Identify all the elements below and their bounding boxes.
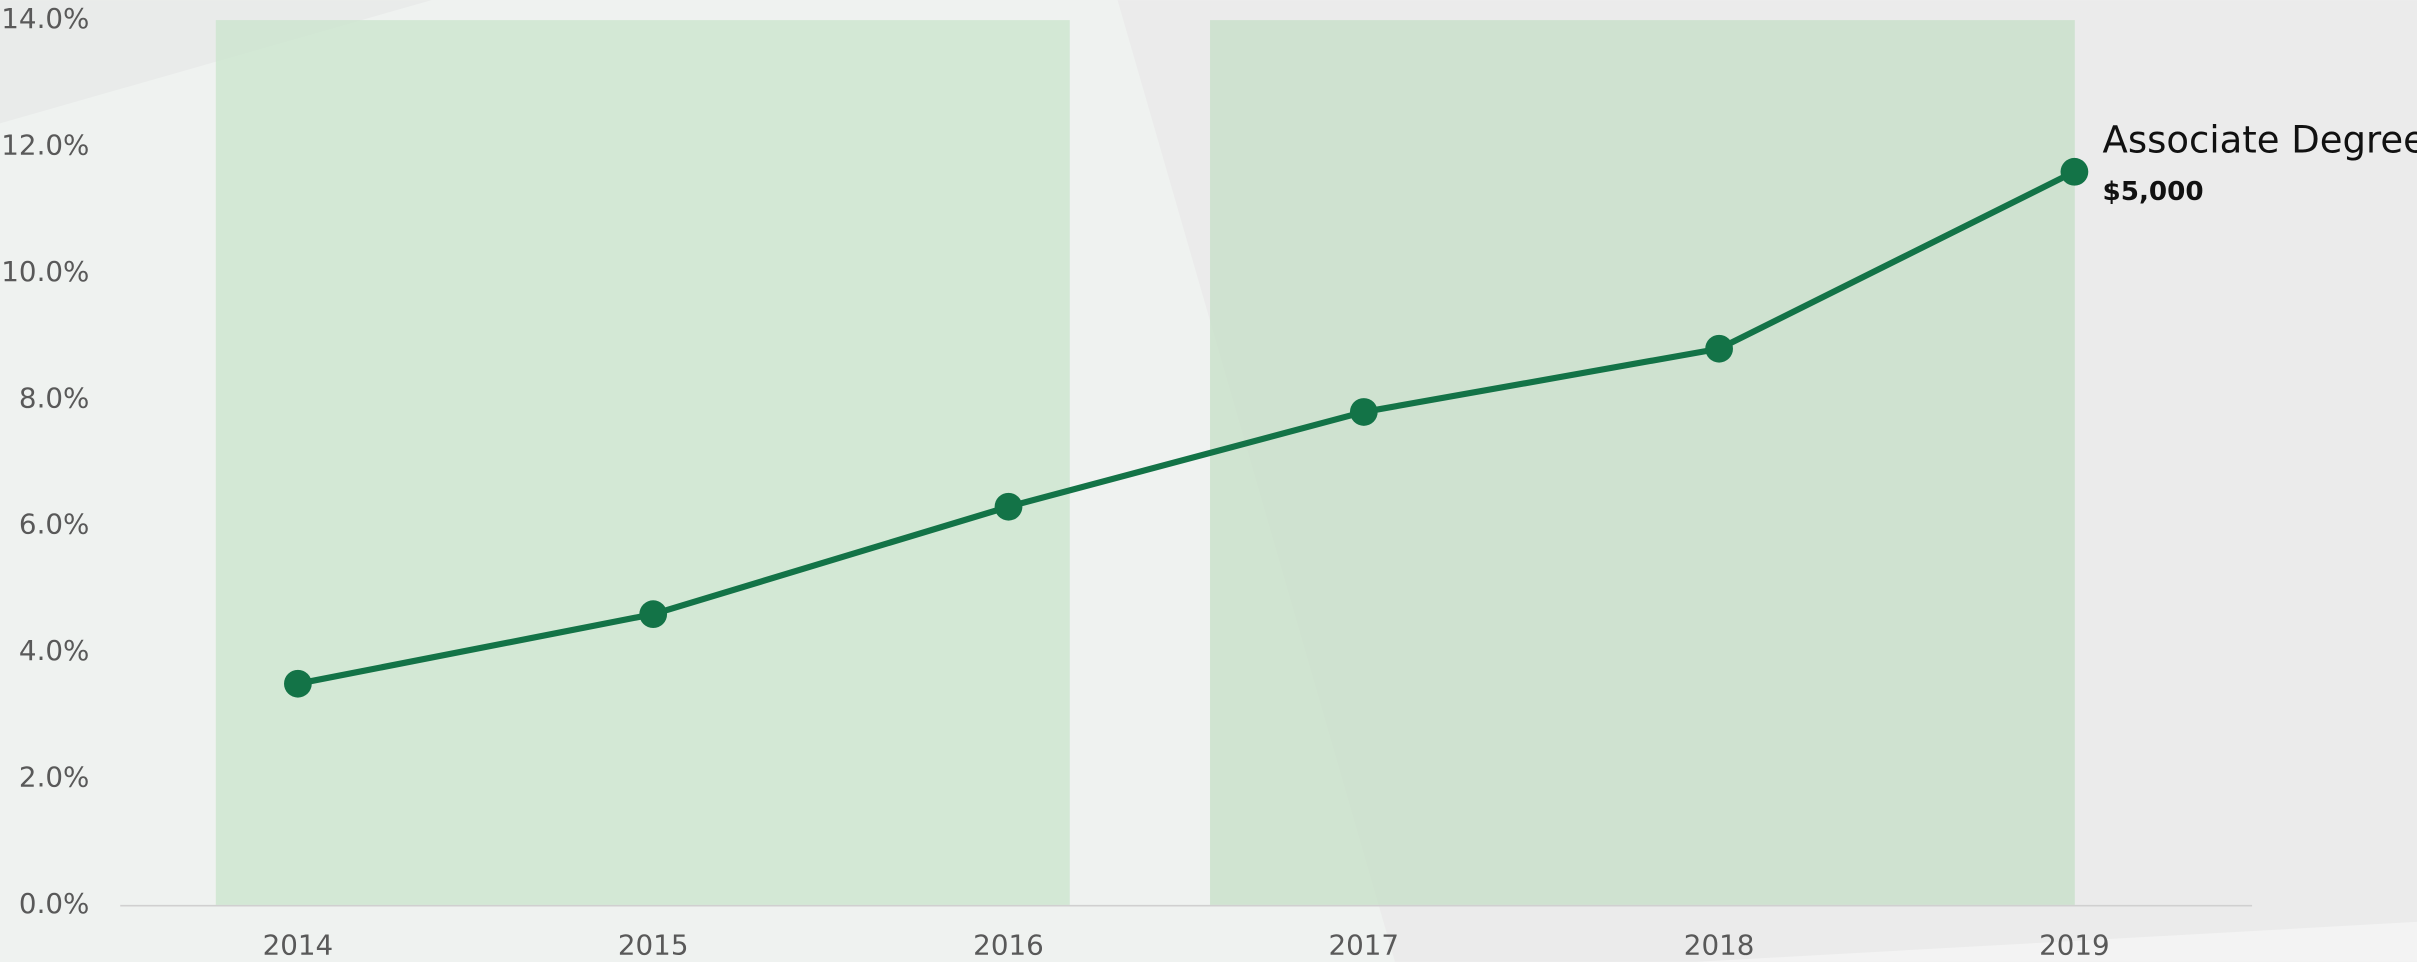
x-tick-label: 2014 bbox=[263, 929, 334, 962]
annotation: $5,000 bbox=[2103, 177, 2204, 207]
x-tick-label: 2015 bbox=[618, 929, 689, 962]
y-tick-label: 12.0% bbox=[1, 129, 89, 162]
x-tick-label: 2019 bbox=[2039, 929, 2110, 962]
series-line bbox=[297, 169, 2076, 687]
data-point bbox=[1349, 398, 1378, 426]
y-tick-label: 8.0% bbox=[19, 381, 89, 414]
data-point bbox=[284, 669, 312, 698]
x-tick-label: 2017 bbox=[1329, 929, 1400, 962]
data-point bbox=[1705, 334, 1733, 363]
data-point bbox=[994, 492, 1023, 521]
shaded-band bbox=[1210, 20, 2075, 905]
y-tick-label: 2.0% bbox=[19, 761, 89, 794]
x-tick-label: 2016 bbox=[973, 929, 1044, 962]
y-tick-label: 4.0% bbox=[19, 634, 89, 667]
y-tick-label: 14.0% bbox=[1, 2, 89, 35]
y-tick-label: 6.0% bbox=[19, 508, 89, 541]
shaded-band bbox=[215, 20, 1070, 905]
series-label: Associate Degree bbox=[2103, 118, 2417, 161]
data-point bbox=[2060, 157, 2089, 186]
y-tick-label: 10.0% bbox=[1, 255, 89, 288]
x-tick-label: 2018 bbox=[1684, 929, 1755, 962]
background-shape bbox=[1695, 921, 2417, 962]
data-point bbox=[639, 600, 668, 629]
y-tick-label: 0.0% bbox=[19, 887, 89, 920]
